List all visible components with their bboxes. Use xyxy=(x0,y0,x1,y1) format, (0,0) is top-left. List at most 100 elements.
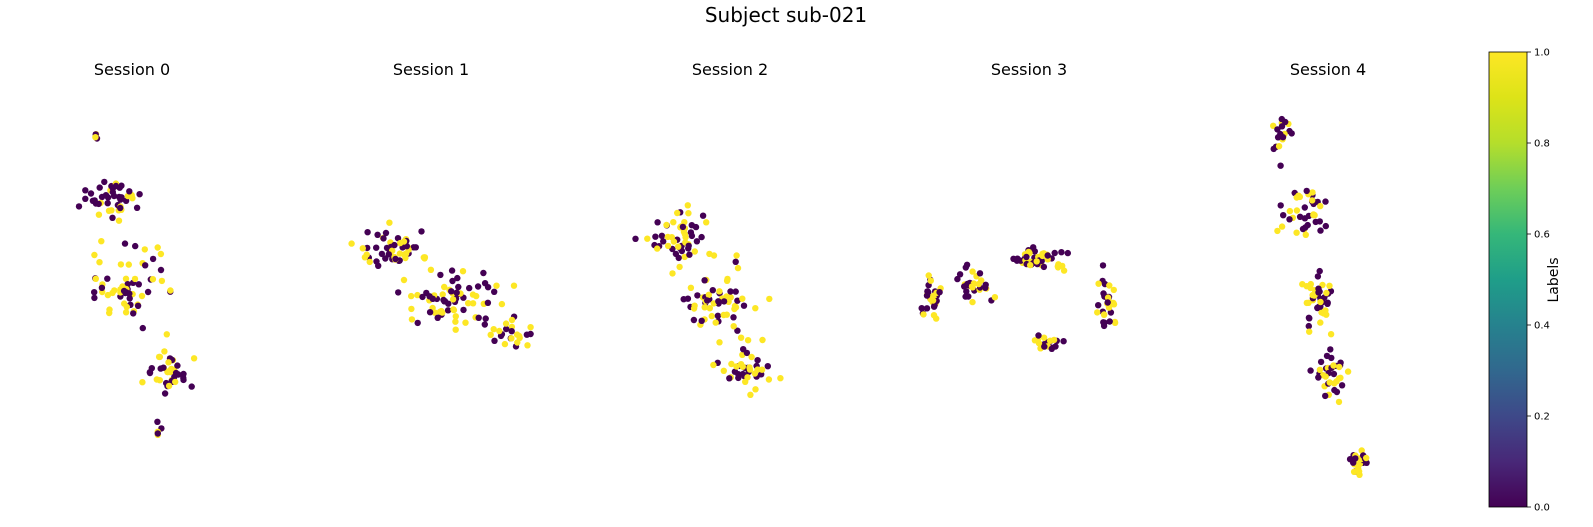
scatter-point xyxy=(1052,343,1059,350)
scatter-point xyxy=(154,430,161,437)
scatter-point xyxy=(1315,374,1322,381)
scatter-point xyxy=(427,266,435,273)
scatter-point xyxy=(754,366,761,373)
scatter-point xyxy=(156,377,163,384)
scatter-point xyxy=(969,298,976,306)
scatter-point xyxy=(473,292,480,300)
scatter-point xyxy=(98,284,106,291)
scatter-point xyxy=(692,223,700,231)
scatter-point xyxy=(496,327,503,335)
scatter-point xyxy=(157,250,165,258)
scatter-point xyxy=(1322,222,1330,230)
scatter-point xyxy=(658,232,666,239)
scatter-point xyxy=(654,219,661,226)
colorbar-label: Labels xyxy=(1546,257,1562,302)
scatter-point xyxy=(133,204,141,211)
scatter-point xyxy=(382,229,390,237)
scatter-point xyxy=(434,314,441,321)
scatter-point xyxy=(167,287,174,294)
scatter-point xyxy=(698,233,705,241)
scatter-point xyxy=(366,258,373,266)
colorbar-tick-label: 0.6 xyxy=(1534,230,1550,241)
scatter-point xyxy=(175,371,182,378)
scatter-point xyxy=(1316,267,1323,275)
scatter-point xyxy=(482,315,489,322)
scatter-point xyxy=(1293,194,1300,201)
scatter-point xyxy=(490,326,497,333)
scatter-point xyxy=(1060,338,1067,345)
scatter-point xyxy=(410,244,417,251)
scatter-point xyxy=(484,284,492,291)
scatter-point xyxy=(1058,249,1065,256)
scatter-point xyxy=(396,250,404,257)
scatter-point xyxy=(92,134,99,141)
scatter-point xyxy=(739,295,746,302)
scatter-point xyxy=(1274,134,1282,141)
scatter-point xyxy=(391,241,398,249)
scatter-point xyxy=(699,212,707,219)
colorbar-tick-label: 0.2 xyxy=(1534,412,1550,423)
scatter-point xyxy=(712,319,719,326)
scatter-point xyxy=(1317,227,1324,234)
scatter-point xyxy=(744,337,752,344)
scatter-point xyxy=(163,331,170,338)
scatter-point xyxy=(400,276,408,284)
scatter-point xyxy=(117,204,124,212)
scatter-point xyxy=(1352,455,1359,462)
scatter-point xyxy=(1303,299,1311,307)
scatter-point xyxy=(1336,363,1343,371)
scatter-point xyxy=(1031,248,1039,255)
scatter-point xyxy=(394,235,402,242)
scatter-point xyxy=(930,312,938,319)
scatter-point xyxy=(734,327,741,334)
scatter-point xyxy=(691,248,698,255)
scatter-point xyxy=(758,366,766,373)
panel-title-session-1: Session 1 xyxy=(393,60,469,79)
scatter-point xyxy=(444,307,452,314)
scatter-point xyxy=(503,325,510,333)
scatter-point xyxy=(510,282,518,289)
scatter-point xyxy=(766,295,773,303)
scatter-point xyxy=(670,219,677,226)
scatter-point xyxy=(126,188,133,195)
scatter-point xyxy=(132,242,139,250)
scatter-point xyxy=(739,370,747,378)
colorbar-ticks: 0.0 0.2 0.4 0.6 0.8 1.0 xyxy=(1527,48,1550,514)
scatter-point xyxy=(1315,285,1322,292)
scatter-point xyxy=(431,309,439,316)
scatter-point xyxy=(1306,328,1313,335)
scatter-point xyxy=(733,363,740,370)
scatter-point xyxy=(968,283,976,290)
scatter-point xyxy=(925,272,932,279)
scatter-point xyxy=(752,305,759,312)
scatter-point xyxy=(1358,447,1365,454)
scatter-point xyxy=(1277,202,1284,209)
scatter-point xyxy=(455,283,462,291)
scatter-point xyxy=(122,197,130,204)
scatter-point xyxy=(373,244,380,251)
scatter-point xyxy=(954,275,961,283)
scatter-point xyxy=(149,255,157,263)
scatter-point xyxy=(714,312,722,319)
scatter-point xyxy=(991,294,999,301)
scatter-point xyxy=(126,295,133,302)
scatter-point xyxy=(687,229,695,236)
scatter-point xyxy=(475,314,482,321)
scatter-point xyxy=(1107,309,1115,316)
scatter-point xyxy=(927,277,934,284)
scatter-point xyxy=(920,311,927,318)
scatter-point xyxy=(91,197,98,204)
scatter-point xyxy=(141,246,148,253)
scatter-point xyxy=(414,319,421,327)
scatter-point xyxy=(75,203,83,210)
scatter-point xyxy=(154,244,161,251)
scatter-point xyxy=(1278,223,1286,230)
colorbar xyxy=(1488,51,1528,508)
scatter-point xyxy=(1275,143,1283,150)
scatter-point xyxy=(1323,352,1331,360)
scatter-point xyxy=(111,287,118,294)
scatter-point xyxy=(1293,207,1301,214)
scatter-point xyxy=(703,219,710,226)
scatter-point xyxy=(450,306,457,313)
colorbar-tick-label: 0.8 xyxy=(1534,139,1550,150)
